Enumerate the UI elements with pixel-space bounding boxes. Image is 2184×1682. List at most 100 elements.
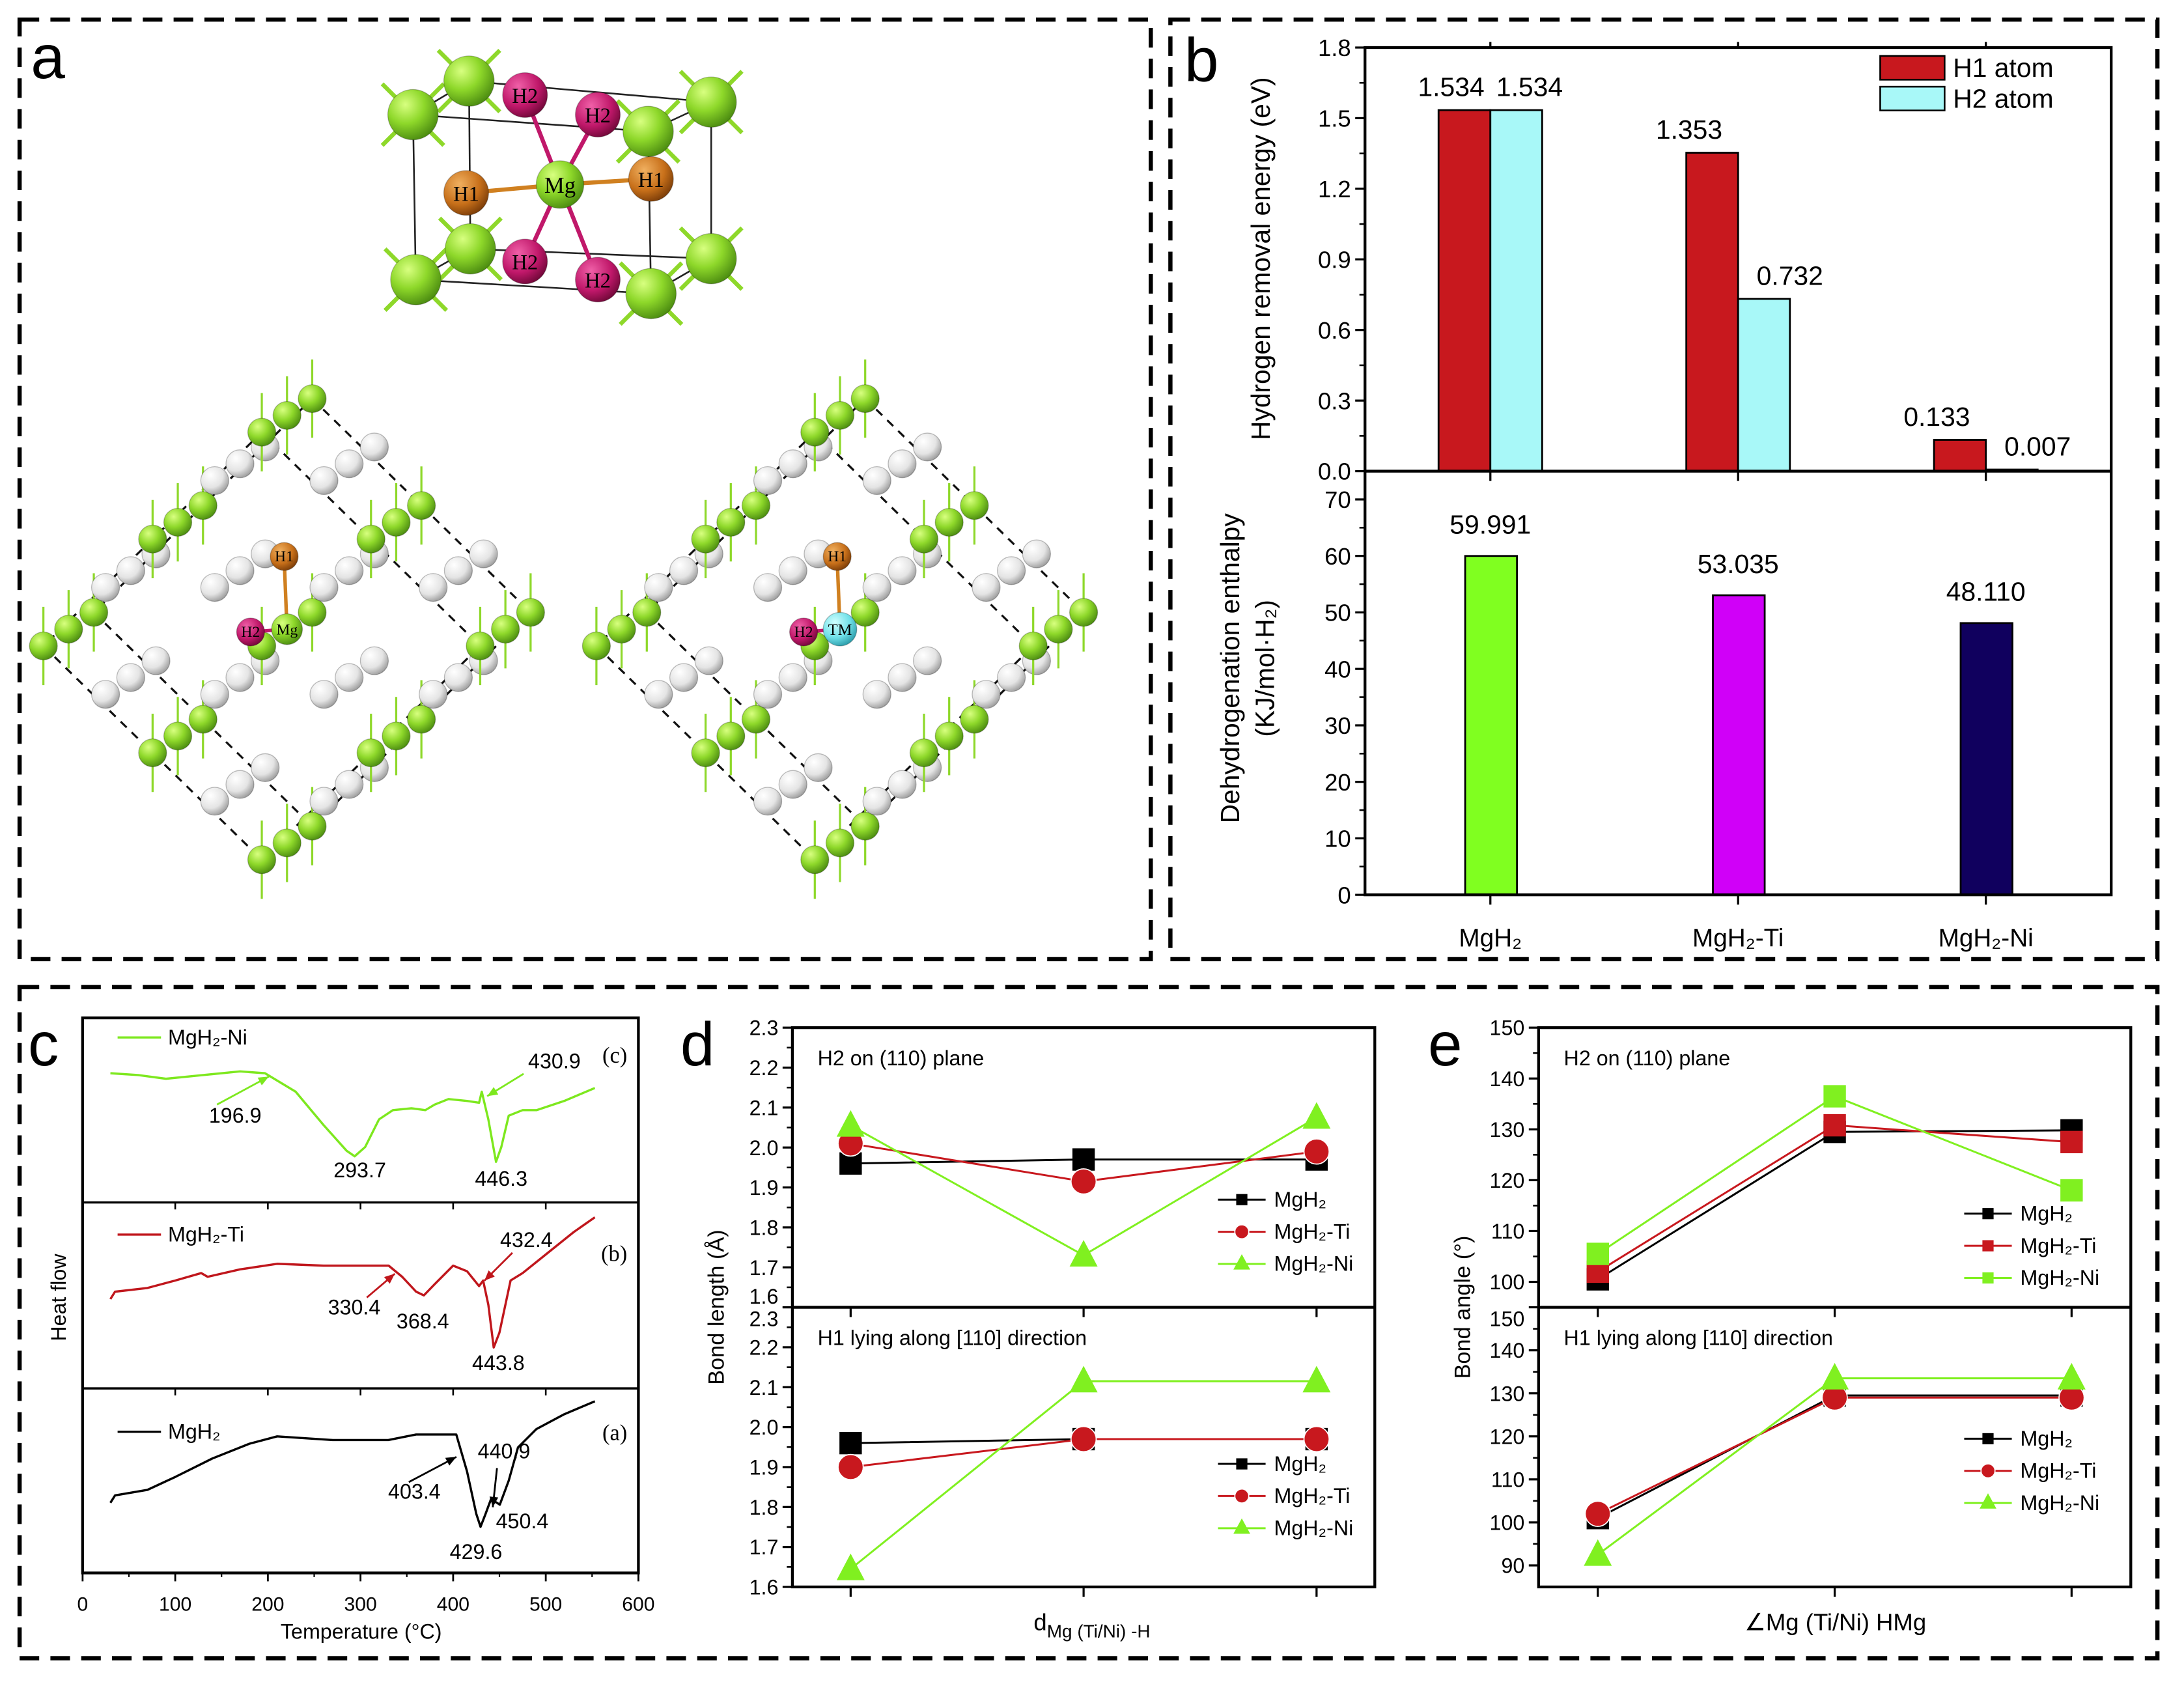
data-point bbox=[837, 1453, 864, 1481]
b-top-ytick-label: 0.9 bbox=[1318, 246, 1351, 273]
b-bottom-ytick-label: 60 bbox=[1324, 543, 1351, 570]
h2-atom-label: H2 bbox=[512, 251, 538, 275]
bar-h1 bbox=[1685, 152, 1739, 472]
h-atom bbox=[753, 466, 783, 496]
c-xtick-label: 500 bbox=[529, 1594, 562, 1616]
mg-atom bbox=[909, 524, 939, 554]
data-point bbox=[2057, 1362, 2086, 1390]
data-point bbox=[1584, 1500, 1612, 1527]
legend-label: H2 atom bbox=[1953, 83, 2053, 113]
supercell-outline bbox=[92, 397, 533, 828]
h-atom bbox=[804, 753, 833, 783]
mg-atom bbox=[800, 845, 830, 875]
bar-value-label: 0.007 bbox=[2004, 432, 2071, 462]
mg-atom bbox=[247, 845, 277, 875]
c-xtick-label: 100 bbox=[159, 1594, 191, 1616]
mg-center-atom-label: Mg bbox=[544, 173, 576, 198]
h-atom bbox=[862, 573, 891, 602]
legend-marker bbox=[1234, 1224, 1250, 1240]
xlabel: dMg (Ti/Ni) -H bbox=[1033, 1609, 1150, 1642]
mg-atom bbox=[685, 232, 737, 285]
chart-d-top-ytick-label: 1.6 bbox=[749, 1285, 779, 1308]
bar-h1 bbox=[1933, 439, 1987, 472]
legend-label: MgH₂-Ni bbox=[168, 1026, 247, 1049]
chart-d-bottom-ytick-label: 2.1 bbox=[749, 1376, 779, 1399]
b-bottom-ytick-label: 10 bbox=[1324, 826, 1351, 852]
legend-marker bbox=[1236, 1194, 1248, 1205]
h1-atom bbox=[628, 156, 674, 202]
curve-tag: (a) bbox=[602, 1421, 627, 1446]
mg-atom bbox=[298, 598, 327, 627]
bar-enthalpy bbox=[1712, 594, 1766, 896]
mg-atom bbox=[79, 598, 109, 627]
h-atom bbox=[862, 787, 891, 816]
b-xtick-label: MgH₂ bbox=[1459, 925, 1522, 953]
subplot-title: H1 lying along [110] direction bbox=[818, 1326, 1087, 1350]
h-atom bbox=[200, 573, 229, 602]
bar-value-label: 59.991 bbox=[1449, 509, 1531, 539]
xlabel: ∠Mg (Ti/Ni) HMg bbox=[1744, 1609, 1926, 1636]
h2-atom bbox=[789, 617, 819, 647]
h1-atom bbox=[822, 542, 852, 571]
h-atom bbox=[359, 432, 389, 462]
c-xtick-label: 400 bbox=[437, 1594, 469, 1616]
mg-atom bbox=[272, 828, 301, 858]
c-xtick-label: 200 bbox=[251, 1594, 284, 1616]
data-point bbox=[1070, 1168, 1097, 1195]
peak-annotation: 368.4 bbox=[397, 1310, 449, 1333]
h1-atom bbox=[270, 542, 299, 571]
h-atom bbox=[888, 449, 917, 479]
mg-atom bbox=[163, 507, 193, 537]
chart-d-bottom-ytick-label: 2.3 bbox=[749, 1307, 779, 1330]
h-atom bbox=[888, 556, 917, 585]
legend-marker bbox=[1233, 1254, 1250, 1270]
h-atom bbox=[862, 466, 891, 496]
mg-atom bbox=[934, 507, 964, 537]
chart-d: MgH₂ MgH₂-Ti MgH₂-Ni H2 on (110) plane 1.6 1.… bbox=[704, 1016, 1377, 1642]
dsc-curve bbox=[110, 1070, 596, 1163]
panel-label-a: a bbox=[31, 23, 65, 92]
h-atom bbox=[419, 573, 448, 602]
h1-atom-label: H1 bbox=[638, 169, 664, 192]
h2-atom bbox=[575, 257, 621, 303]
h-atom bbox=[225, 556, 255, 585]
arrow-head bbox=[484, 1270, 495, 1281]
h-atom bbox=[419, 680, 448, 709]
chart-e-top-ytick-label: 130 bbox=[1490, 1118, 1525, 1142]
peak-annotation: 450.4 bbox=[496, 1509, 549, 1533]
mg-atom bbox=[387, 89, 439, 141]
mg-center-atom bbox=[535, 160, 585, 209]
mg-atom bbox=[356, 524, 385, 554]
ylabel: Bond length (Å) bbox=[704, 1229, 729, 1385]
mg-atom bbox=[850, 384, 880, 413]
h-atom bbox=[309, 573, 339, 602]
h-atom bbox=[141, 646, 171, 675]
data-point bbox=[1070, 1425, 1097, 1453]
bar-enthalpy bbox=[1959, 622, 2013, 896]
b-bottom-ytick-label: 50 bbox=[1324, 600, 1351, 626]
mg-atom bbox=[188, 491, 217, 520]
bar-h1 bbox=[1437, 109, 1492, 472]
mg-atom bbox=[382, 507, 411, 537]
panel-b-frame bbox=[1168, 17, 2160, 962]
chart-d-bottom-ytick-label: 2.2 bbox=[749, 1336, 779, 1360]
mg-atom bbox=[960, 491, 989, 520]
chart-d-top-ytick-label: 2.3 bbox=[749, 1016, 779, 1040]
subplot-title: H2 on (110) plane bbox=[1564, 1046, 1731, 1070]
legend-label: MgH₂-Ni bbox=[1274, 1252, 1354, 1276]
chart-e-top-ytick-label: 140 bbox=[1490, 1067, 1525, 1091]
mg-atom bbox=[691, 738, 720, 768]
legend-marker bbox=[1236, 1458, 1248, 1470]
b-top-ytick-label: 1.8 bbox=[1318, 35, 1351, 61]
b-top-ylabel: Hydrogen removal energy (eV) bbox=[1246, 77, 1276, 440]
mg-atom bbox=[850, 598, 880, 627]
h-atom bbox=[753, 573, 783, 602]
h-atom bbox=[778, 770, 807, 799]
ylabel: Bond angle (°) bbox=[1450, 1236, 1475, 1379]
mg-atom bbox=[607, 615, 636, 644]
data-point bbox=[1303, 1138, 1330, 1165]
legend-marker bbox=[1982, 1433, 1994, 1444]
h2-atom bbox=[502, 72, 548, 119]
chart-e-top-ytick-label: 100 bbox=[1490, 1270, 1525, 1294]
xlabel-main: d bbox=[1033, 1609, 1046, 1636]
